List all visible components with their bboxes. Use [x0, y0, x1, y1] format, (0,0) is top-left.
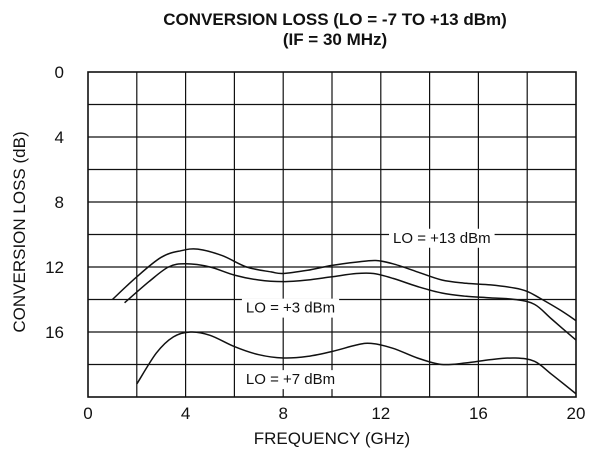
x-tick-label: 20 — [567, 404, 586, 423]
y-tick-label: 0 — [55, 63, 64, 82]
y-tick-label: 16 — [45, 323, 64, 342]
curve-label-text: LO = +3 dBm — [246, 300, 335, 317]
y-tick-label: 8 — [55, 193, 64, 212]
curve-label: LO = +7 dBm — [241, 370, 340, 390]
series-line-1 — [111, 248, 577, 322]
x-tick-labels: 0 4 8 12 16 20 — [83, 404, 585, 423]
y-tick-labels: 0 4 8 12 16 — [45, 63, 64, 342]
curve-label-background — [241, 298, 340, 318]
curve-label: LO = +3 dBm — [241, 298, 340, 318]
x-tick-label: 4 — [181, 404, 190, 423]
x-tick-label: 16 — [469, 404, 488, 423]
curve-label-text: LO = +13 dBm — [393, 230, 491, 247]
plot-frame — [87, 71, 577, 398]
x-tick-label: 12 — [371, 404, 390, 423]
series-curves — [111, 248, 577, 395]
curve-label-background — [389, 228, 495, 248]
x-tick-label: 8 — [278, 404, 287, 423]
curve-label: LO = +13 dBm — [389, 228, 495, 248]
y-axis-label: CONVERSION LOSS (dB) — [10, 131, 29, 332]
x-tick-label: 0 — [83, 404, 92, 423]
curve-label-text: LO = +7 dBm — [246, 371, 335, 388]
curve-annotations: LO = +13 dBm LO = +3 dBm LO = +7 dBm — [241, 228, 495, 390]
x-axis-label: FREQUENCY (GHz) — [254, 429, 410, 448]
series-line-2 — [124, 263, 577, 341]
y-tick-label: 4 — [55, 128, 64, 147]
chart-subtitle: (IF = 30 MHz) — [282, 30, 388, 49]
y-tick-label: 12 — [45, 258, 64, 277]
series-line-3 — [136, 331, 577, 395]
chart-title: CONVERSION LOSS (LO = -7 TO +13 dBm) — [163, 10, 507, 29]
curve-label-background — [241, 370, 340, 390]
